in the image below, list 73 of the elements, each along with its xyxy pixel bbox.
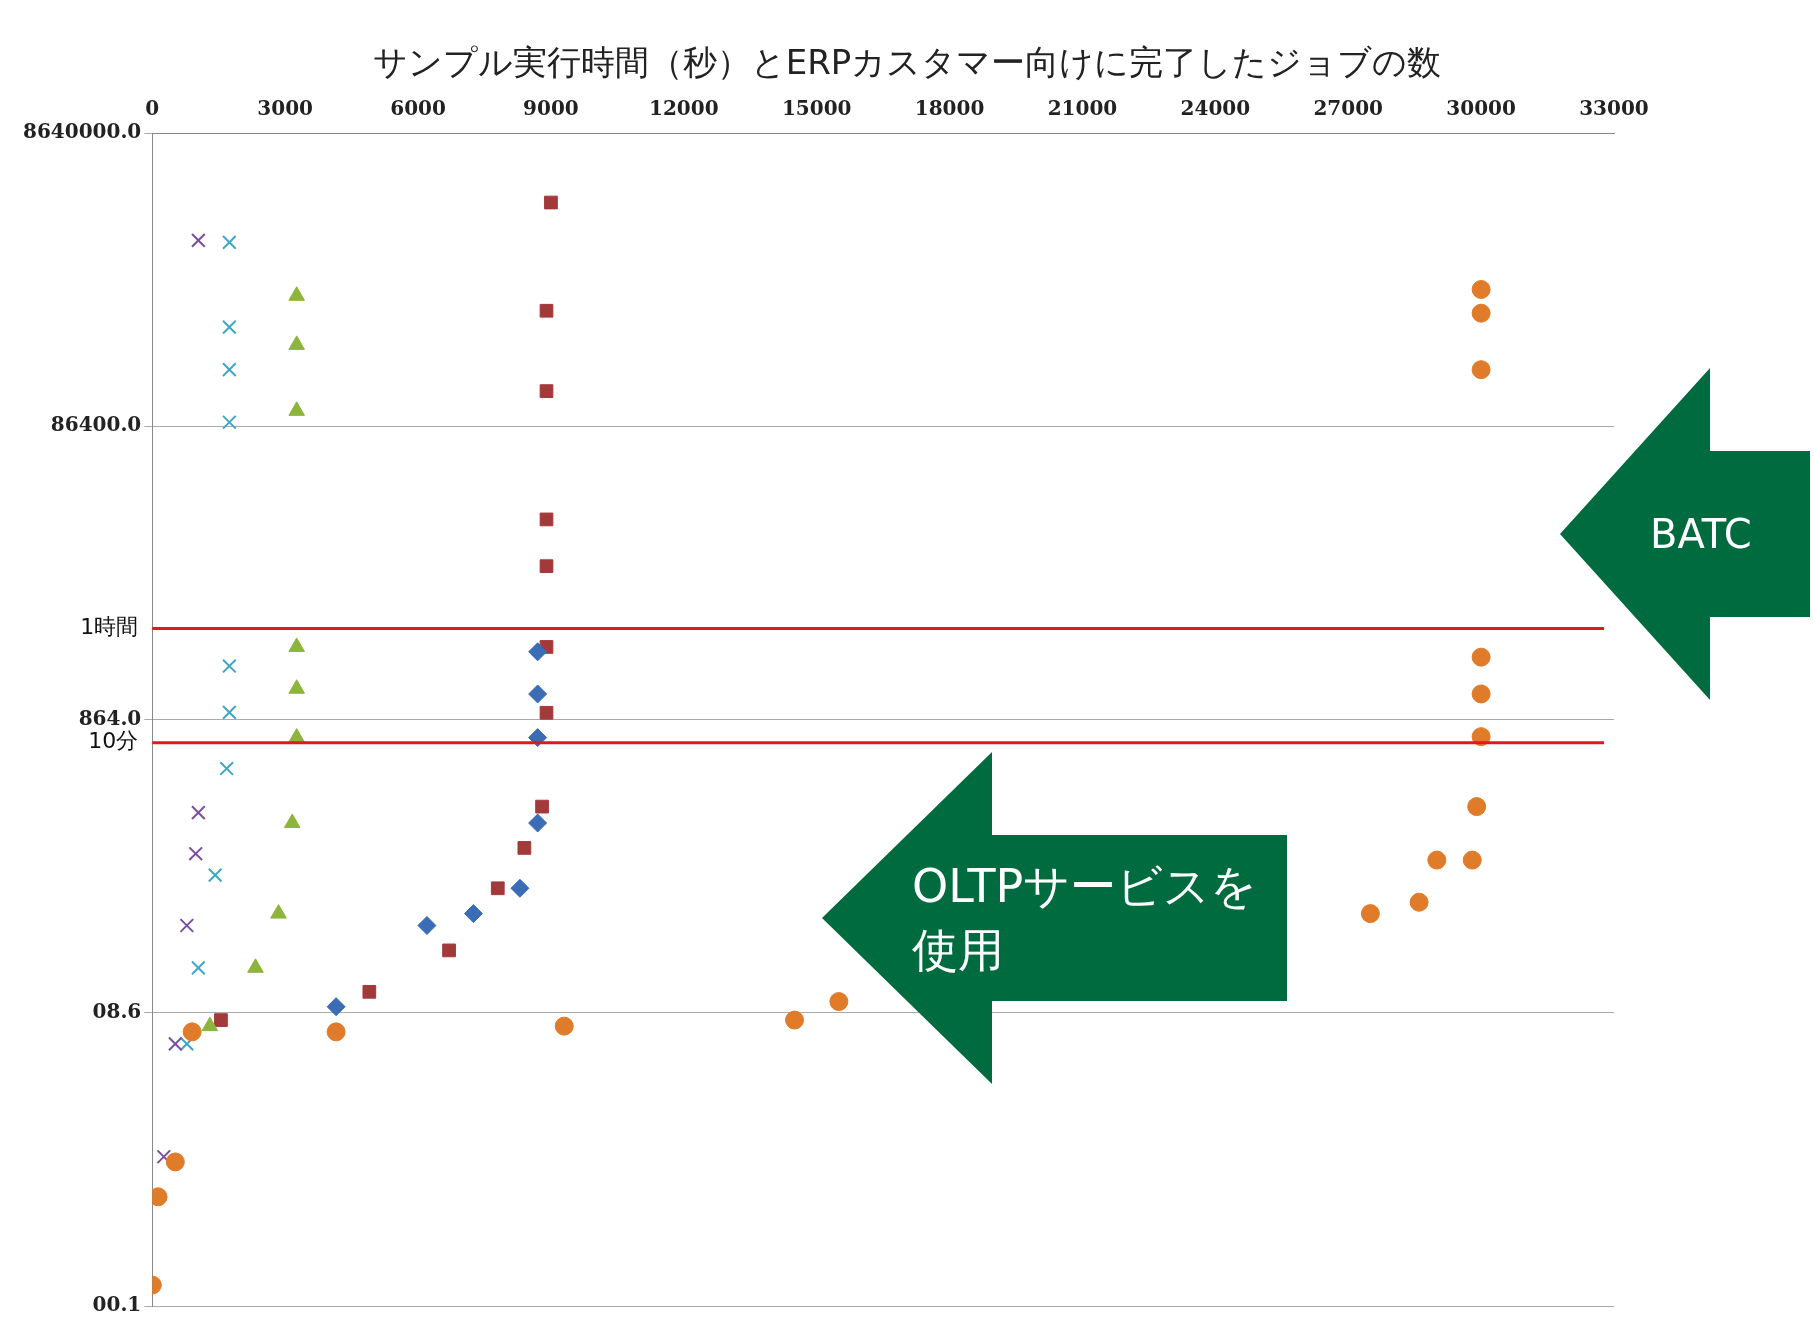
point [442,943,456,958]
point [539,512,554,527]
point [188,846,204,862]
point [528,684,548,704]
point [1462,850,1482,870]
point [1471,647,1491,667]
point [554,1016,574,1036]
ref-line-label: 1時間 [80,614,139,640]
y-tick-label: 864.0 [78,705,142,730]
point [362,984,377,999]
x-tick-label: 3000 [257,96,314,121]
point [222,362,237,378]
x-tick-label: 33000 [1579,96,1649,121]
y-tick-label: 08.6 [92,998,142,1023]
point [1471,303,1491,323]
point [463,904,483,924]
ref-line-label: 10分 [88,728,139,754]
point [156,1149,172,1165]
point [326,1022,346,1042]
x-tick-label: 27000 [1313,96,1384,121]
point [190,805,206,821]
point [179,918,195,933]
point [179,1036,195,1052]
point [539,559,554,574]
y-tick-label: 00.1 [92,1292,142,1317]
y-tick-label: 86400.0 [50,412,142,437]
point [1360,904,1380,924]
x-tick-label: 21000 [1047,96,1118,121]
point [207,867,223,883]
point [829,992,849,1012]
x-tick-label: 15000 [781,96,852,121]
point [222,414,237,430]
point [1409,892,1429,912]
text: BATC [1650,510,1753,559]
point [167,1036,183,1052]
point [190,233,206,248]
point [1471,279,1491,299]
x-tick-label: 6000 [390,96,446,121]
point [1467,797,1487,817]
point [1471,684,1491,704]
point [222,319,237,335]
point [219,761,235,776]
point [544,195,558,210]
point [222,705,237,720]
x-tick-label: 0 [145,96,160,121]
point [214,1013,228,1027]
point [182,1022,202,1042]
point [190,960,206,976]
point [785,1010,805,1030]
x-tick-label: 18000 [914,96,985,121]
point [510,878,530,898]
point [528,642,548,662]
point [539,303,554,318]
x-tick-label: 12000 [649,96,719,121]
point [535,799,549,814]
point [539,705,554,720]
x-tick-label: 24000 [1180,96,1251,121]
point [517,841,532,855]
point [222,235,237,250]
point [165,1152,185,1172]
point [539,384,554,398]
point [222,658,237,674]
point [528,813,548,833]
point [1427,850,1447,870]
x-tick-label: 30000 [1446,96,1516,121]
point [326,997,346,1017]
annotation: OLTPサービスを使用 [912,857,1259,979]
y-tick-label: 8640000.0 [22,119,142,144]
point [490,881,505,896]
point [1471,360,1491,380]
chart-title: サンプル実行時間（秒）とERPカスタマー向けに完了したジョブの数 [371,41,1443,84]
point [417,916,437,936]
x-tick-label: 9000 [523,96,579,121]
